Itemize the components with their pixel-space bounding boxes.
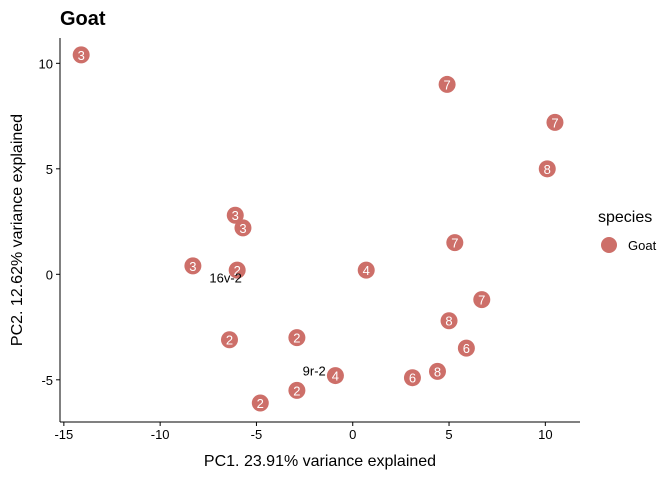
legend-label-goat: Goat xyxy=(628,238,657,253)
data-point xyxy=(326,367,344,385)
data-point xyxy=(440,312,458,330)
axis-ticks: -15 -10 -5 0 5 10 -5 0 5 10 xyxy=(39,56,553,442)
data-point-label: 8 xyxy=(434,364,441,379)
chart-title: Goat xyxy=(60,8,106,30)
data-point-label: 7 xyxy=(443,77,450,92)
data-point-label: 3 xyxy=(232,208,239,223)
data-point-label: 3 xyxy=(78,48,85,63)
data-point xyxy=(473,291,491,309)
data-point xyxy=(234,219,252,237)
sample-annotation: 16v-2 xyxy=(209,271,242,286)
data-point-label: 2 xyxy=(293,331,300,346)
x-tick-label: -10 xyxy=(151,427,170,442)
data-point-label: 7 xyxy=(551,115,558,130)
y-tick-label: -5 xyxy=(41,373,53,388)
y-tick-label: 0 xyxy=(46,267,53,282)
data-point xyxy=(288,381,306,399)
data-point xyxy=(220,331,238,349)
x-tick-label: 10 xyxy=(538,427,552,442)
x-tick-label: 0 xyxy=(349,427,356,442)
data-point-label: 7 xyxy=(451,236,458,251)
data-point xyxy=(228,261,246,279)
data-point xyxy=(428,362,446,380)
x-axis-title: PC1. 23.91% variance explained xyxy=(204,453,436,470)
data-point xyxy=(72,46,90,64)
data-point xyxy=(438,75,456,93)
data-point xyxy=(288,329,306,347)
y-tick-label: 5 xyxy=(46,162,53,177)
legend-key-goat xyxy=(601,237,617,253)
legend: species Goat xyxy=(598,209,657,253)
data-point-label: 3 xyxy=(239,221,246,236)
data-point-label: 3 xyxy=(189,259,196,274)
data-point-label: 2 xyxy=(234,263,241,278)
data-point xyxy=(457,339,475,357)
data-point xyxy=(446,234,464,252)
y-tick-label: 10 xyxy=(39,56,53,71)
data-point-label: 4 xyxy=(363,263,370,278)
data-point-label: 2 xyxy=(293,383,300,398)
sample-annotation: 9r-2 xyxy=(303,364,326,379)
data-point xyxy=(251,394,269,412)
data-point-label: 2 xyxy=(257,396,264,411)
data-point-label: 8 xyxy=(544,162,551,177)
data-point xyxy=(184,257,202,275)
data-point-label: 6 xyxy=(409,371,416,386)
legend-title: species xyxy=(598,209,652,226)
data-point-label: 7 xyxy=(478,293,485,308)
data-point-label: 8 xyxy=(445,314,452,329)
x-tick-label: -5 xyxy=(251,427,263,442)
data-point xyxy=(226,206,244,224)
data-point-label: 2 xyxy=(226,333,233,348)
y-axis-title: PC2. 12.62% variance explained xyxy=(9,114,26,346)
data-point xyxy=(357,261,375,279)
data-point-label: 4 xyxy=(332,369,339,384)
x-tick-label: -15 xyxy=(54,427,73,442)
data-point xyxy=(403,369,421,387)
x-tick-label: 5 xyxy=(445,427,452,442)
data-point-label: 6 xyxy=(463,341,470,356)
data-point xyxy=(538,160,556,178)
data-point xyxy=(546,113,564,131)
